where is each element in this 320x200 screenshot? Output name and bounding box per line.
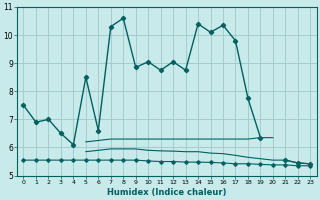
X-axis label: Humidex (Indice chaleur): Humidex (Indice chaleur) — [107, 188, 227, 197]
